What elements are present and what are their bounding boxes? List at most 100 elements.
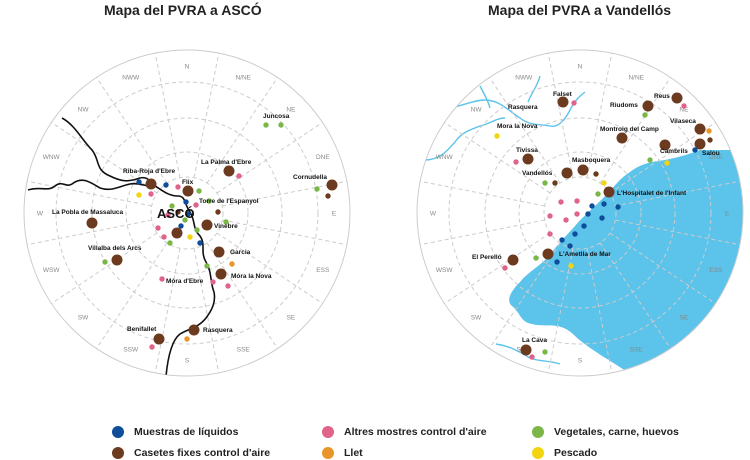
v-veg-cambrils [647,157,653,163]
asco-veg-vinebre [223,219,229,225]
direction-label-nww: NWW [515,75,533,82]
legend-label: Muestras de líquidos [134,426,239,438]
sector-spoke [96,77,168,184]
legend-label: Casetes fixes control d'aire [134,447,271,459]
vandellos-markers [494,92,713,360]
v-air-reus [681,103,687,109]
direction-label-ne: NE [286,107,296,114]
v-place-label: El Perelló [472,254,502,261]
legend-dot-icon [532,447,544,459]
direction-label-dne: DNE [709,154,723,161]
legend-item-veg: Vegetales, carne, huevos [532,426,679,438]
asco-caseta-flix [182,185,194,197]
direction-label-wnw: WNW [43,154,61,161]
direction-label-dne: DNE [316,154,330,161]
sector-spoke [444,122,551,194]
v-place-label: Salou [702,150,720,157]
asco-fish-riba [136,192,142,198]
v-air-perello [502,265,508,271]
legend-dot-icon [112,447,124,459]
sector-spoke [193,248,220,373]
direction-label-nw: NW [78,107,90,114]
border-north [61,117,156,187]
asco-place-label: Juncosa [263,113,290,120]
river-2 [527,75,541,103]
asco-caseta-asco [171,227,183,239]
v-air-4 [547,213,553,219]
sector-spoke [547,53,574,178]
legend-item-casetes: Casetes fixes control d'aire [112,447,270,459]
v-caseta-riudoms [642,100,654,112]
direction-label-n: N [578,64,583,71]
sector-spoke [51,232,158,304]
v-place-label: L'Ametlla de Mar [559,251,611,258]
asco-place-label: Vinebre [214,223,238,230]
river-4 [479,85,491,109]
map-title-asco: Mapa del PVRA a ASCÓ [104,2,262,18]
sector-spoke [222,219,347,246]
asco-liq-2 [178,223,184,229]
ring-1 [150,176,224,250]
direction-label-nw: NW [471,107,483,114]
direction-label-ne: NE [679,107,689,114]
asco-caseta-garcia [213,246,225,258]
direction-label-w: W [430,211,437,218]
direction-label-e: E [332,211,337,218]
v-liq-5 [599,215,605,221]
asco-veg-juncosa-2 [278,122,284,128]
ring-outer [416,49,744,377]
sector-spoke [586,248,613,373]
asco-air-mora [210,279,216,285]
asco-liq-flix [183,199,189,205]
v-liq-3 [615,204,621,210]
legend-item-air: Altres mostres control d'aire [322,426,487,438]
v-dot-vandellos [552,180,558,186]
asco-veg-1 [169,203,175,209]
asco-liq-riba-2 [163,182,169,188]
asco-place-label: Garcia [230,249,251,256]
sector-spoke [420,180,545,207]
asco-center-label: ASCÓ [157,206,195,221]
direction-label-s: S [578,358,583,365]
v-caseta-la-cava [520,344,532,356]
v-veg-vandellos [542,180,548,186]
v-veg-ametlla [533,255,539,261]
legend-item-liquids: Muestras de líquidos [112,426,238,438]
legend: Muestras de líquidos Altres mostres cont… [0,422,750,460]
asco-place-label: Móra la Nova [231,273,272,280]
v-air-2 [558,199,564,205]
v-liq-4 [585,211,591,217]
river-1 [429,91,586,127]
sector-spoke [216,122,323,194]
asco-map: N N/NE NE DNE E ESS SE SSE S SSW SW WSW W WNW NW NWW [23,49,351,377]
asco-air-mora-2 [225,283,231,289]
v-air-falset [571,100,577,106]
asco-fish-1 [187,234,193,240]
asco-place-label: La Palma d'Ebre [201,159,252,166]
asco-air-torre [193,202,199,208]
direction-label-wnw: WNW [436,154,454,161]
asco-place-label: Rasquera [203,327,233,334]
asco-milk-rasquera [184,336,190,342]
v-caseta-reus [671,92,683,104]
asco-veg-flix [196,188,202,194]
v-liq-6 [581,223,587,229]
sector-spoke [489,77,561,184]
sector-spoke [216,232,323,304]
v-veg-la-cava [542,349,548,355]
direction-label-n-ne: N/NE [628,75,644,82]
v-fish-cambrils [664,160,670,166]
v-liq-2 [601,201,607,207]
asco-air-2 [155,225,161,231]
v-caseta-falset [557,96,569,108]
legend-label: Pescado [554,447,598,459]
asco-caseta-cornudella [326,179,338,191]
v-caseta-hospitalet [603,186,615,198]
asco-liq-3 [197,240,203,246]
direction-label-w: W [37,211,44,218]
asco-veg-garcia [204,263,210,269]
asco-dot-2 [215,209,221,215]
sector-spoke [206,77,278,184]
asco-air-la-palma [236,173,242,179]
